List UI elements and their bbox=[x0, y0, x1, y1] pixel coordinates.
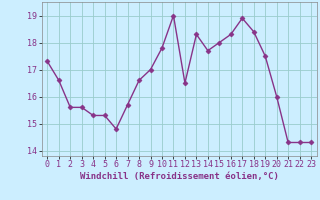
X-axis label: Windchill (Refroidissement éolien,°C): Windchill (Refroidissement éolien,°C) bbox=[80, 172, 279, 181]
